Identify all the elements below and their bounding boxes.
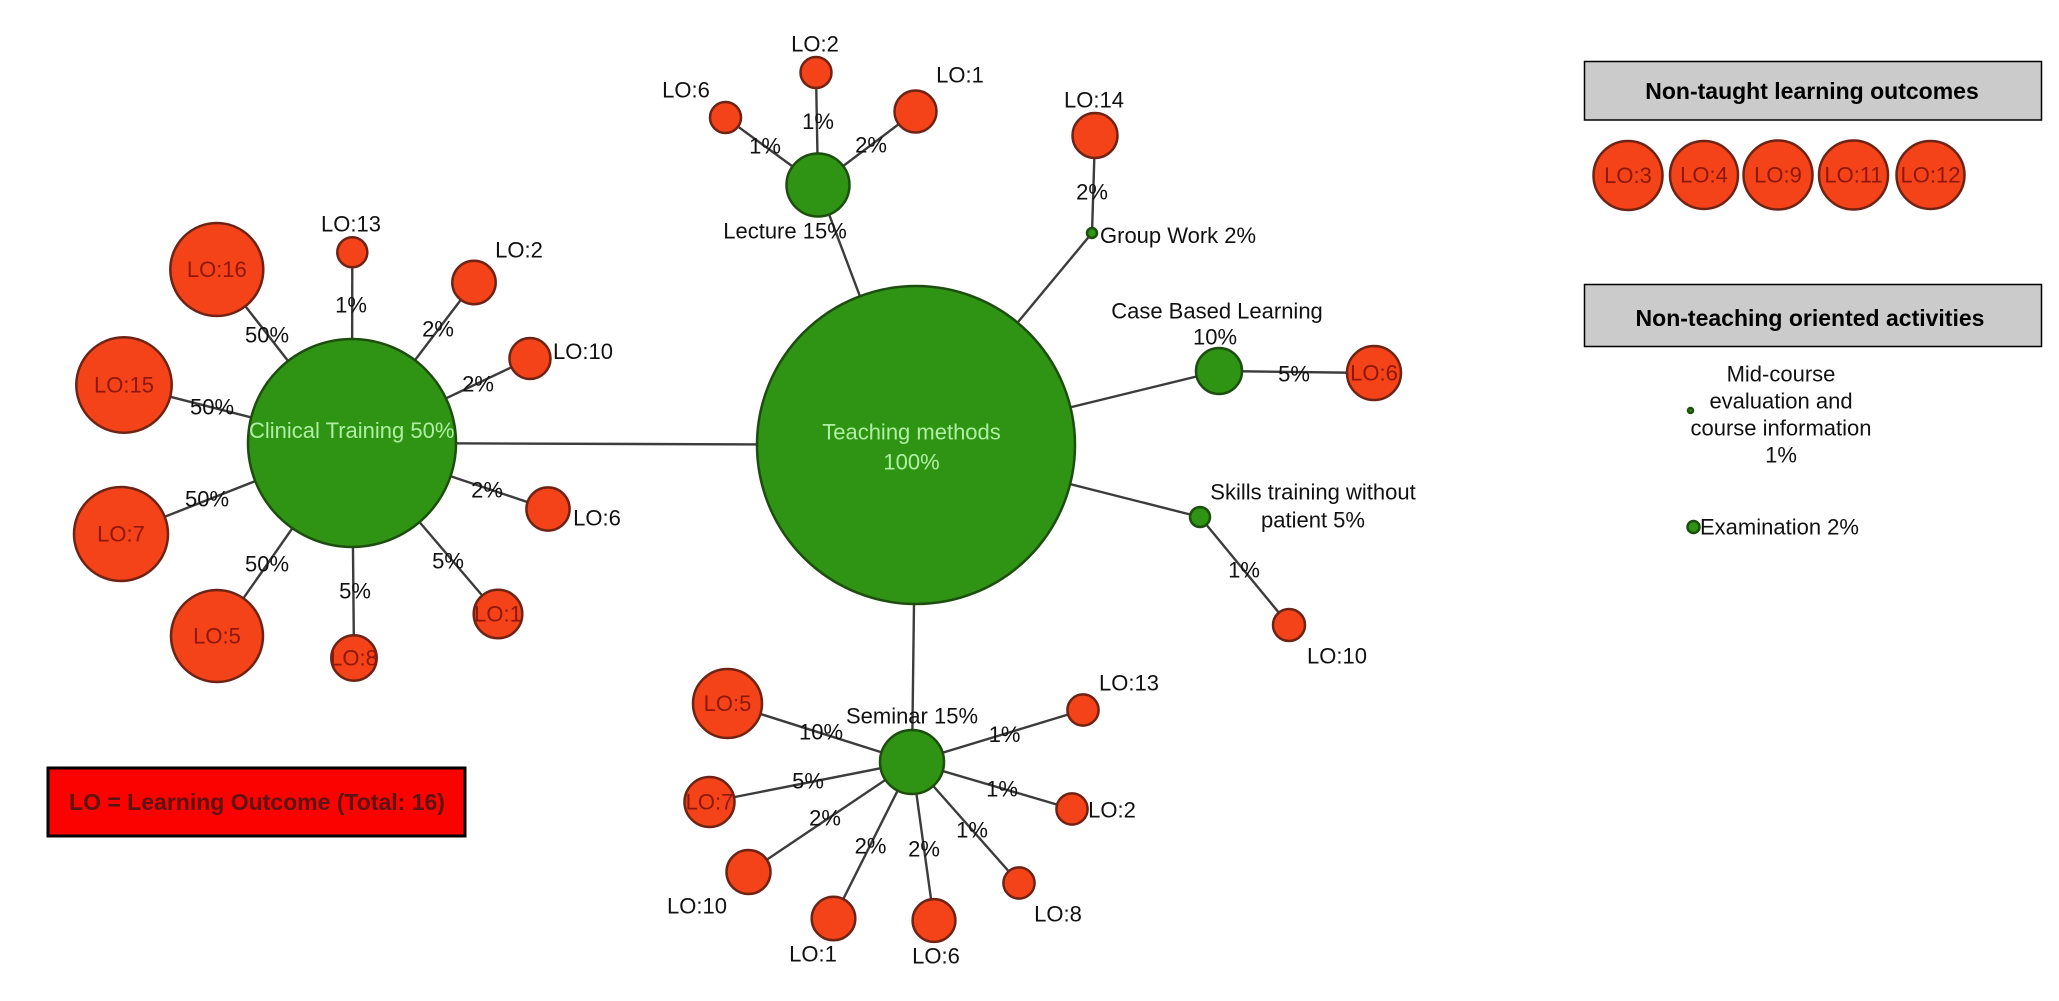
svg-text:LO:2: LO:2 bbox=[791, 32, 839, 57]
svg-text:LO:11: LO:11 bbox=[1824, 163, 1882, 188]
svg-text:50%: 50% bbox=[190, 395, 234, 420]
svg-text:Seminar 15%: Seminar 15% bbox=[846, 704, 978, 729]
svg-text:LO:1: LO:1 bbox=[936, 63, 984, 88]
svg-text:1%: 1% bbox=[956, 818, 988, 843]
svg-text:100%: 100% bbox=[883, 450, 939, 475]
svg-text:LO = Learning Outcome (Total:: LO = Learning Outcome (Total: 16) bbox=[69, 789, 445, 815]
svg-text:Mid-course: Mid-course bbox=[1727, 362, 1836, 387]
svg-text:1%: 1% bbox=[1228, 558, 1260, 583]
svg-text:2%: 2% bbox=[422, 317, 454, 342]
svg-text:LO:5: LO:5 bbox=[704, 691, 752, 716]
svg-text:1%: 1% bbox=[989, 722, 1021, 747]
svg-text:2%: 2% bbox=[855, 133, 887, 158]
svg-text:2%: 2% bbox=[471, 478, 503, 503]
svg-text:50%: 50% bbox=[245, 323, 289, 348]
svg-text:5%: 5% bbox=[1278, 362, 1310, 387]
svg-text:2%: 2% bbox=[809, 806, 841, 831]
svg-text:Teaching methods: Teaching methods bbox=[822, 420, 1001, 445]
svg-text:LO:10: LO:10 bbox=[667, 894, 727, 919]
svg-text:2%: 2% bbox=[1076, 180, 1108, 205]
svg-text:LO:6: LO:6 bbox=[1350, 361, 1398, 386]
svg-text:course information: course information bbox=[1691, 416, 1872, 441]
svg-text:LO:5: LO:5 bbox=[193, 624, 241, 649]
svg-text:5%: 5% bbox=[339, 579, 371, 604]
svg-text:1%: 1% bbox=[335, 293, 367, 318]
svg-text:patient 5%: patient 5% bbox=[1261, 508, 1365, 533]
svg-text:Lecture 15%: Lecture 15% bbox=[723, 219, 847, 244]
svg-text:LO:13: LO:13 bbox=[321, 212, 381, 237]
svg-text:10%: 10% bbox=[1193, 325, 1237, 350]
svg-text:50%: 50% bbox=[245, 552, 289, 577]
svg-text:Clinical Training 50%: Clinical Training 50% bbox=[249, 418, 454, 443]
svg-text:LO:2: LO:2 bbox=[1088, 798, 1136, 823]
svg-text:evaluation and: evaluation and bbox=[1709, 389, 1852, 414]
svg-text:LO:6: LO:6 bbox=[662, 78, 710, 103]
svg-text:LO:10: LO:10 bbox=[553, 339, 613, 364]
svg-text:Non-teaching oriented activiti: Non-teaching oriented activities bbox=[1636, 305, 1985, 331]
svg-text:5%: 5% bbox=[432, 549, 464, 574]
svg-text:10%: 10% bbox=[799, 720, 843, 745]
svg-text:LO:7: LO:7 bbox=[686, 790, 734, 815]
svg-text:LO:15: LO:15 bbox=[94, 373, 154, 398]
svg-text:Skills training without: Skills training without bbox=[1210, 480, 1415, 505]
svg-text:1%: 1% bbox=[1765, 443, 1797, 468]
svg-text:50%: 50% bbox=[185, 487, 229, 512]
svg-text:LO:1: LO:1 bbox=[474, 602, 522, 627]
svg-text:2%: 2% bbox=[855, 834, 887, 859]
svg-text:LO:12: LO:12 bbox=[1901, 163, 1961, 188]
svg-text:LO:8: LO:8 bbox=[330, 646, 378, 671]
svg-text:2%: 2% bbox=[908, 837, 940, 862]
svg-text:1%: 1% bbox=[802, 109, 834, 134]
svg-text:LO:1: LO:1 bbox=[789, 942, 837, 967]
svg-text:LO:7: LO:7 bbox=[97, 522, 145, 547]
svg-text:1%: 1% bbox=[749, 134, 781, 159]
svg-text:Group Work 2%: Group Work 2% bbox=[1100, 223, 1256, 248]
svg-text:Case Based Learning: Case Based Learning bbox=[1111, 299, 1323, 324]
svg-text:LO:9: LO:9 bbox=[1754, 163, 1802, 188]
svg-text:LO:10: LO:10 bbox=[1307, 644, 1367, 669]
svg-text:LO:8: LO:8 bbox=[1034, 902, 1082, 927]
svg-text:Examination 2%: Examination 2% bbox=[1700, 515, 1859, 540]
svg-text:LO:13: LO:13 bbox=[1099, 671, 1159, 696]
svg-text:2%: 2% bbox=[462, 372, 494, 397]
svg-text:LO:16: LO:16 bbox=[187, 257, 247, 282]
svg-text:LO:2: LO:2 bbox=[495, 238, 543, 263]
svg-text:LO:14: LO:14 bbox=[1064, 88, 1124, 113]
svg-text:LO:3: LO:3 bbox=[1604, 163, 1652, 188]
svg-text:LO:6: LO:6 bbox=[573, 506, 621, 531]
svg-text:Non-taught learning outcomes: Non-taught learning outcomes bbox=[1645, 78, 1979, 104]
svg-text:LO:4: LO:4 bbox=[1680, 163, 1728, 188]
svg-text:LO:6: LO:6 bbox=[912, 944, 960, 969]
svg-text:5%: 5% bbox=[792, 769, 824, 794]
svg-text:1%: 1% bbox=[986, 777, 1018, 802]
